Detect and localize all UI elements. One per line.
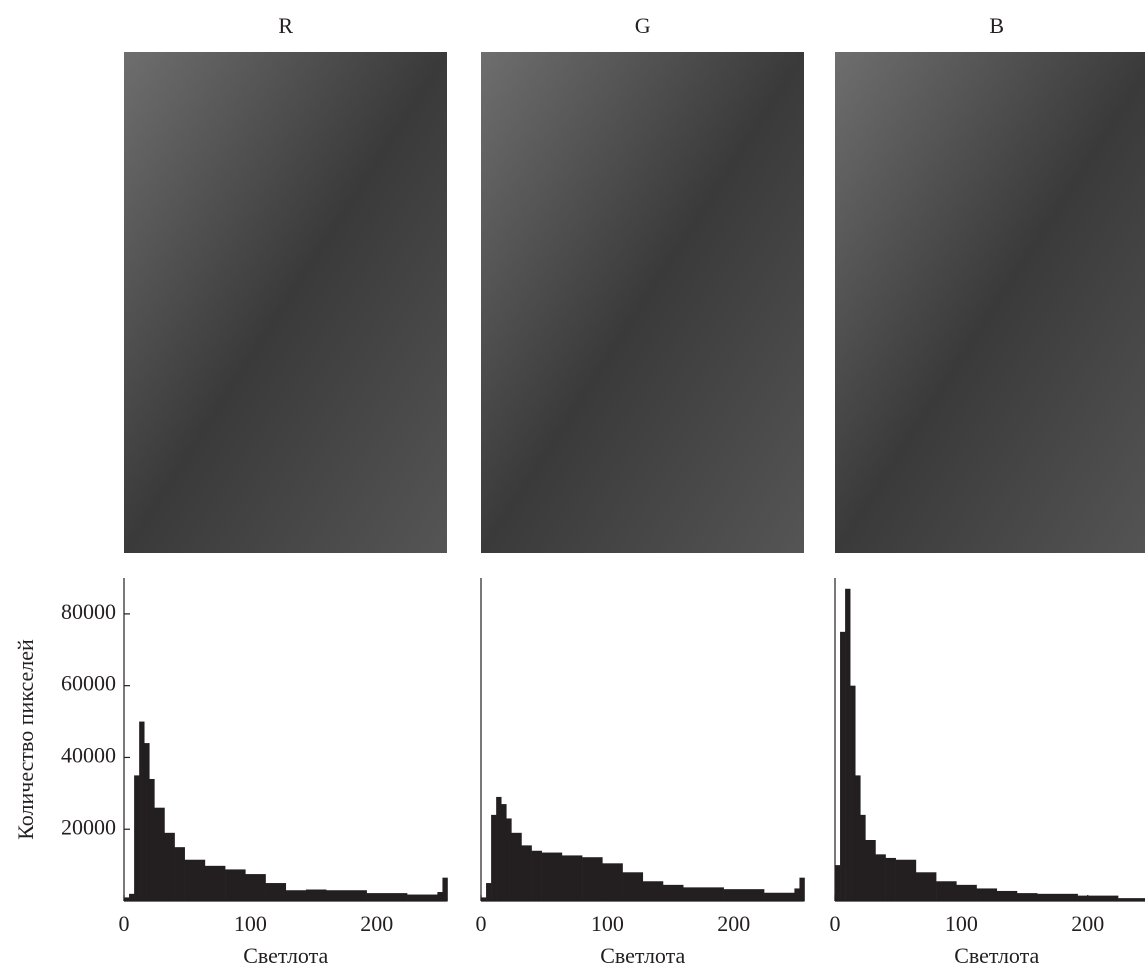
- histogram-bar: [442, 877, 448, 901]
- histogram-bar: [885, 857, 896, 901]
- histogram-bar: [642, 881, 664, 901]
- histogram-bar: [285, 890, 307, 901]
- histogram-bar: [936, 881, 957, 901]
- histogram-bar: [164, 832, 175, 901]
- histogram-bar: [541, 852, 563, 901]
- x-axis-label: Светлота: [954, 943, 1039, 968]
- histogram-bar: [996, 890, 1018, 901]
- histogram-bar: [204, 865, 226, 901]
- histogram-bar: [305, 889, 327, 901]
- histogram-bar: [845, 588, 851, 901]
- histogram-bar: [850, 685, 856, 901]
- x-tick-label: 0: [119, 911, 130, 936]
- histogram-bar: [860, 814, 866, 901]
- histogram-bar: [683, 887, 724, 901]
- histogram-bar: [265, 883, 287, 901]
- y-tick-label: 60000: [61, 671, 116, 696]
- panel-title: B: [989, 13, 1004, 38]
- histogram-bar: [895, 859, 917, 901]
- x-axis-label: Светлота: [243, 943, 328, 968]
- histogram-bar: [511, 832, 522, 901]
- histogram-bar: [134, 775, 140, 901]
- x-tick-label: 0: [476, 911, 487, 936]
- histogram-bar: [174, 847, 185, 901]
- x-axis-label: Светлота: [600, 943, 685, 968]
- histogram-bar: [496, 796, 502, 901]
- x-tick-label: 100: [591, 911, 624, 936]
- histogram-bar: [486, 883, 492, 901]
- y-tick-label: 80000: [61, 599, 116, 624]
- histogram-bar: [521, 845, 532, 901]
- histogram-bar: [1016, 893, 1038, 901]
- histogram-bar: [129, 893, 135, 901]
- histogram-bar: [855, 775, 861, 901]
- histogram-bar: [561, 855, 583, 901]
- histogram-bar: [184, 859, 206, 901]
- histogram-bar: [915, 872, 937, 901]
- x-tick-label: 200: [717, 911, 750, 936]
- histogram-bar: [366, 893, 408, 901]
- histogram-bar: [723, 889, 765, 901]
- panel-title: G: [635, 13, 651, 38]
- histogram-bar: [154, 807, 165, 901]
- histogram-bar: [1037, 893, 1078, 901]
- histogram-bar: [245, 874, 266, 901]
- histogram-bar: [865, 839, 876, 901]
- channel-image: [124, 52, 447, 553]
- histogram-bar: [124, 897, 130, 901]
- x-tick-label: 200: [1071, 911, 1104, 936]
- histogram-bar: [582, 857, 603, 901]
- channel-image: [835, 52, 1145, 553]
- channel-image: [481, 52, 804, 553]
- histogram-bar: [225, 869, 246, 901]
- histogram-bar: [875, 854, 886, 901]
- x-tick-label: 100: [234, 911, 267, 936]
- histogram-bar: [481, 897, 487, 901]
- y-axis-label: Количество пикселей: [13, 639, 38, 840]
- histogram-bar: [531, 850, 542, 901]
- histogram-bar: [1118, 898, 1145, 901]
- y-tick-label: 40000: [61, 742, 116, 767]
- x-tick-label: 200: [360, 911, 393, 936]
- histogram-bar: [602, 863, 623, 901]
- panel-title: R: [278, 13, 293, 38]
- histogram-bar: [139, 721, 145, 901]
- histogram-bar: [491, 814, 497, 901]
- histogram-bar: [622, 872, 644, 901]
- histogram-bar: [506, 818, 512, 901]
- histogram-bar: [501, 804, 507, 901]
- x-tick-label: 0: [830, 911, 841, 936]
- histogram-bar: [764, 892, 795, 901]
- histogram-bar: [144, 743, 150, 901]
- histogram-bar: [976, 888, 998, 901]
- histogram-bar: [799, 877, 805, 901]
- histogram-bar: [662, 884, 684, 901]
- histogram-bar: [835, 865, 841, 901]
- y-tick-label: 20000: [61, 814, 116, 839]
- histogram-bar: [326, 890, 367, 901]
- histogram-bar: [437, 892, 443, 901]
- histogram-bar: [840, 631, 846, 901]
- x-tick-label: 100: [945, 911, 978, 936]
- histogram-bar: [149, 778, 155, 901]
- histogram-bar: [407, 894, 438, 901]
- histogram-bar: [956, 884, 977, 901]
- histogram-bar: [1077, 895, 1119, 901]
- histogram-bar: [794, 888, 800, 901]
